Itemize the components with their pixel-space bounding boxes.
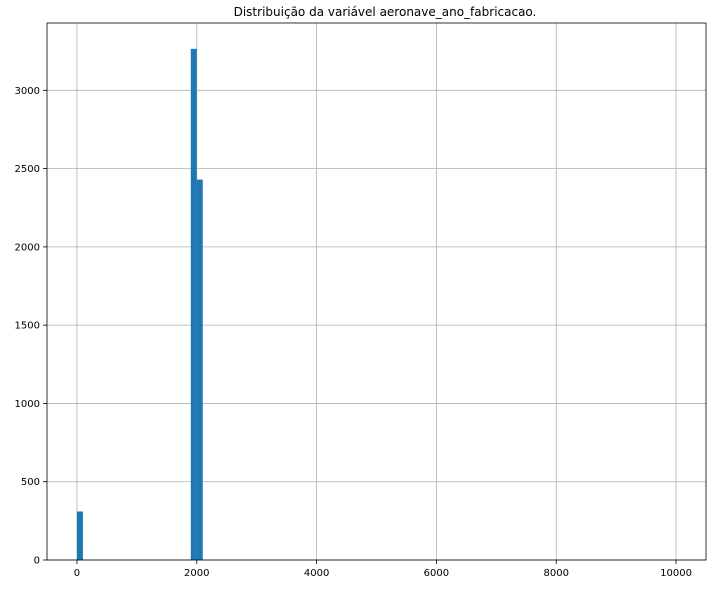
y-tick-label: 500 (21, 477, 40, 488)
bars-group (76, 48, 203, 561)
y-tick-label: 1500 (15, 321, 40, 332)
y-tick-label: 1000 (15, 399, 40, 410)
x-tick-label: 6000 (424, 568, 449, 579)
x-tick-label: 10000 (660, 568, 692, 579)
grid-lines (47, 23, 706, 561)
histogram-bar (190, 48, 197, 560)
y-tick-label: 0 (34, 556, 40, 567)
y-tick-label: 2500 (15, 164, 40, 175)
x-axis: 0 2000 4000 6000 8000 10000 (74, 560, 692, 579)
x-tick-label: 8000 (544, 568, 569, 579)
axes-frame (46, 22, 707, 561)
x-tick-label: 0 (74, 568, 80, 579)
histogram-bar (196, 179, 203, 561)
histogram-bar (76, 511, 83, 560)
x-tick-label: 4000 (304, 568, 329, 579)
y-tick-label: 2000 (15, 242, 40, 253)
y-tick-label: 3000 (15, 86, 40, 97)
x-tick-label: 2000 (184, 568, 209, 579)
y-axis: 0 500 1000 1500 2000 2500 3000 (15, 86, 47, 567)
chart-title: Distribuição da variável aeronave_ano_fa… (234, 5, 537, 19)
